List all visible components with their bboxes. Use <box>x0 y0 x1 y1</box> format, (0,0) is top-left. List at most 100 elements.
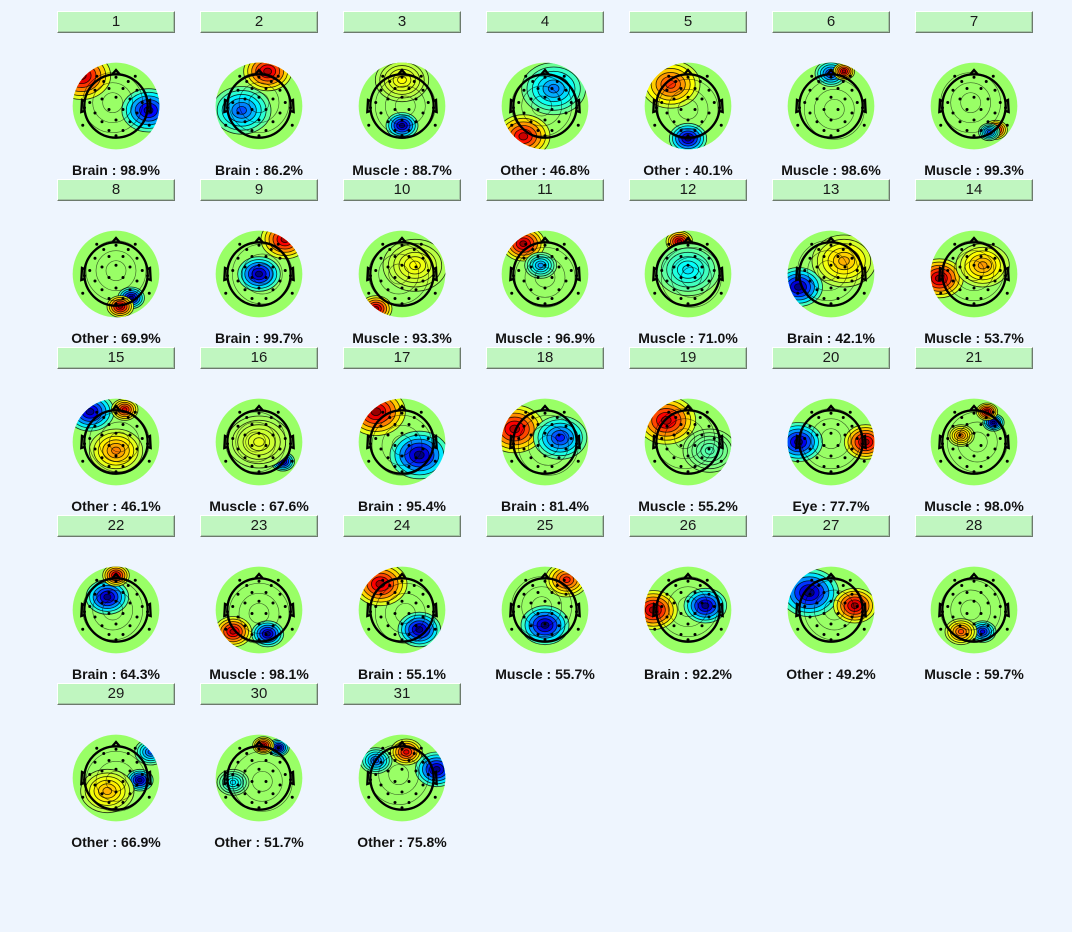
component-number-button[interactable]: 13 <box>772 179 890 201</box>
scalp-topography-map[interactable] <box>500 229 590 319</box>
scalp-topography-map[interactable] <box>786 61 876 151</box>
component-number-button[interactable]: 22 <box>57 515 175 537</box>
scalp-topography-map[interactable] <box>643 565 733 655</box>
scalp-topography-map[interactable] <box>500 61 590 151</box>
component-cell: 14 Muscle : 53.7% <box>915 179 1033 347</box>
scalp-topography-map[interactable] <box>643 229 733 319</box>
component-number-button[interactable]: 27 <box>772 515 890 537</box>
component-number-button[interactable]: 28 <box>915 515 1033 537</box>
scalp-topography-map[interactable] <box>71 229 161 319</box>
component-classification-label: Other : 69.9% <box>71 330 161 346</box>
component-classification-label: Brain : 92.2% <box>644 666 732 682</box>
component-number-button[interactable]: 24 <box>343 515 461 537</box>
scalp-topography-map[interactable] <box>929 397 1019 487</box>
component-cell: 9 Brain : 99.7% <box>200 179 318 347</box>
component-number-button[interactable]: 17 <box>343 347 461 369</box>
component-classification-label: Muscle : 88.7% <box>352 162 452 178</box>
component-number-button[interactable]: 20 <box>772 347 890 369</box>
scalp-topography-map[interactable] <box>929 565 1019 655</box>
component-number-button[interactable]: 6 <box>772 11 890 33</box>
component-cell: 3 Muscle : 88.7% <box>343 11 461 179</box>
component-number-button[interactable]: 12 <box>629 179 747 201</box>
component-number-button[interactable]: 29 <box>57 683 175 705</box>
scalp-topography-map[interactable] <box>500 565 590 655</box>
component-number-button[interactable]: 26 <box>629 515 747 537</box>
component-cell: 24 Brain : 55.1% <box>343 515 461 683</box>
component-cell: 10 Muscle : 93.3% <box>343 179 461 347</box>
scalp-topography-map[interactable] <box>929 61 1019 151</box>
component-cell: 17 Brain : 95.4% <box>343 347 461 515</box>
component-cell: 25 Muscle : 55.7% <box>486 515 604 683</box>
component-classification-label: Other : 46.8% <box>500 162 590 178</box>
component-cell: 23 Muscle : 98.1% <box>200 515 318 683</box>
component-cell: 8 Other : 69.9% <box>57 179 175 347</box>
component-number-button[interactable]: 25 <box>486 515 604 537</box>
scalp-topography-map[interactable] <box>643 61 733 151</box>
component-classification-label: Muscle : 99.3% <box>924 162 1024 178</box>
scalp-topography-map[interactable] <box>357 61 447 151</box>
scalp-topography-map[interactable] <box>357 397 447 487</box>
component-number-button[interactable]: 4 <box>486 11 604 33</box>
component-cell: 15 Other : 46.1% <box>57 347 175 515</box>
scalp-topography-map[interactable] <box>214 733 304 823</box>
component-classification-label: Brain : 95.4% <box>358 498 446 514</box>
component-classification-label: Other : 49.2% <box>786 666 876 682</box>
scalp-topography-map[interactable] <box>786 229 876 319</box>
scalp-topography-map[interactable] <box>71 61 161 151</box>
component-number-button[interactable]: 3 <box>343 11 461 33</box>
component-cell: 28 Muscle : 59.7% <box>915 515 1033 683</box>
component-classification-label: Muscle : 96.9% <box>495 330 595 346</box>
scalp-topography-map[interactable] <box>500 397 590 487</box>
scalp-topography-map[interactable] <box>357 733 447 823</box>
component-classification-label: Muscle : 98.1% <box>209 666 309 682</box>
component-cell: 5 Other : 40.1% <box>629 11 747 179</box>
component-number-button[interactable]: 11 <box>486 179 604 201</box>
scalp-topography-map[interactable] <box>643 397 733 487</box>
component-cell: 18 Brain : 81.4% <box>486 347 604 515</box>
scalp-topography-map[interactable] <box>357 565 447 655</box>
component-classification-label: Muscle : 67.6% <box>209 498 309 514</box>
component-number-button[interactable]: 31 <box>343 683 461 705</box>
component-number-button[interactable]: 9 <box>200 179 318 201</box>
scalp-topography-map[interactable] <box>214 565 304 655</box>
scalp-topography-map[interactable] <box>71 733 161 823</box>
component-cell: 7 Muscle : 99.3% <box>915 11 1033 179</box>
component-number-button[interactable]: 15 <box>57 347 175 369</box>
component-classification-label: Muscle : 55.2% <box>638 498 738 514</box>
component-cell: 16 Muscle : 67.6% <box>200 347 318 515</box>
component-classification-label: Other : 66.9% <box>71 834 161 850</box>
component-number-button[interactable]: 8 <box>57 179 175 201</box>
component-number-button[interactable]: 30 <box>200 683 318 705</box>
component-classification-label: Brain : 64.3% <box>72 666 160 682</box>
scalp-topography-map[interactable] <box>786 397 876 487</box>
component-cell: 13 Brain : 42.1% <box>772 179 890 347</box>
component-number-button[interactable]: 18 <box>486 347 604 369</box>
component-classification-label: Brain : 86.2% <box>215 162 303 178</box>
component-number-button[interactable]: 10 <box>343 179 461 201</box>
component-classification-label: Muscle : 98.0% <box>924 498 1024 514</box>
scalp-topography-map[interactable] <box>71 565 161 655</box>
component-number-button[interactable]: 14 <box>915 179 1033 201</box>
scalp-topography-map[interactable] <box>929 229 1019 319</box>
component-classification-label: Brain : 42.1% <box>787 330 875 346</box>
scalp-topography-map[interactable] <box>786 565 876 655</box>
component-cell: 19 Muscle : 55.2% <box>629 347 747 515</box>
component-number-button[interactable]: 1 <box>57 11 175 33</box>
scalp-topography-map[interactable] <box>214 229 304 319</box>
scalp-topography-map[interactable] <box>214 61 304 151</box>
component-cell: 27 Other : 49.2% <box>772 515 890 683</box>
component-number-button[interactable]: 16 <box>200 347 318 369</box>
component-number-button[interactable]: 7 <box>915 11 1033 33</box>
scalp-topography-map[interactable] <box>357 229 447 319</box>
scalp-topography-map[interactable] <box>71 397 161 487</box>
component-cell: 21 Muscle : 98.0% <box>915 347 1033 515</box>
component-number-button[interactable]: 23 <box>200 515 318 537</box>
component-number-button[interactable]: 2 <box>200 11 318 33</box>
component-number-button[interactable]: 5 <box>629 11 747 33</box>
component-cell: 4 Other : 46.8% <box>486 11 604 179</box>
component-number-button[interactable]: 21 <box>915 347 1033 369</box>
component-number-button[interactable]: 19 <box>629 347 747 369</box>
scalp-topography-map[interactable] <box>214 397 304 487</box>
component-classification-label: Muscle : 98.6% <box>781 162 881 178</box>
